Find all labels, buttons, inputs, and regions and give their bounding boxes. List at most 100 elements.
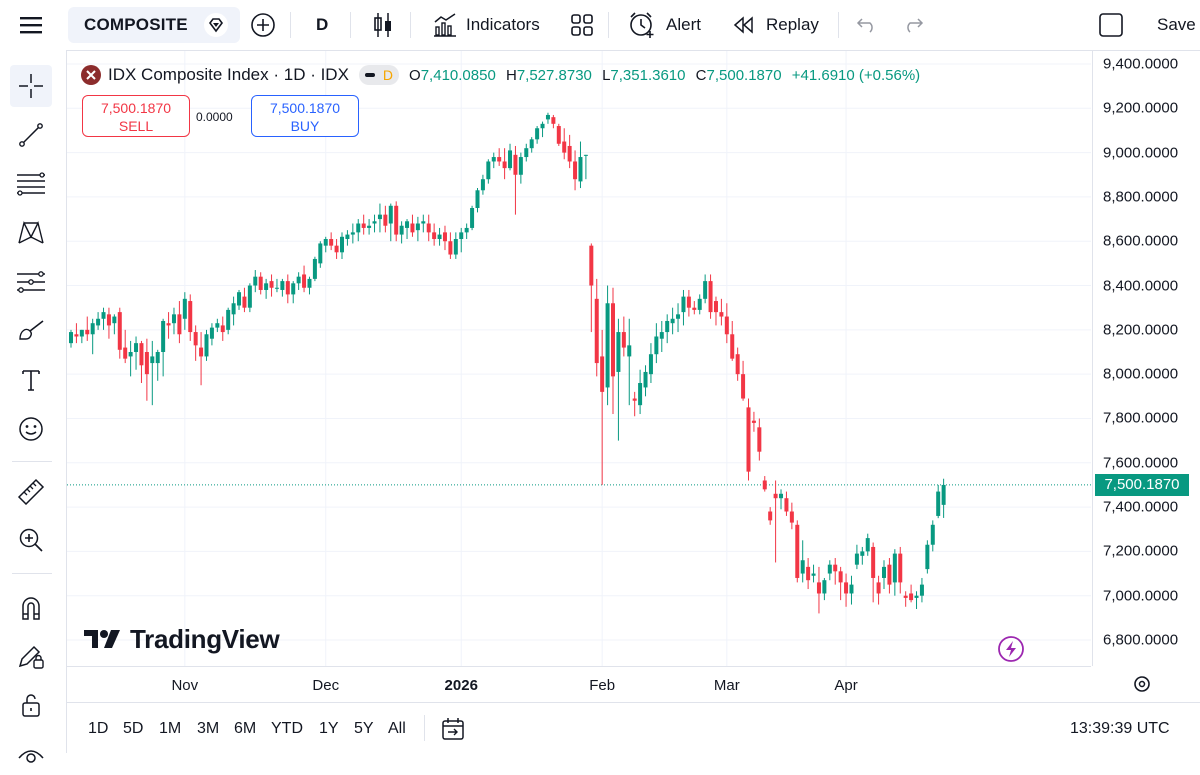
time-tick-label: Nov xyxy=(171,676,199,694)
candle-body xyxy=(713,301,718,313)
unlock-icon[interactable] xyxy=(10,684,52,726)
candle xyxy=(524,143,529,162)
replay-button[interactable]: Replay xyxy=(766,15,819,34)
candle xyxy=(854,544,859,570)
candle-body xyxy=(556,126,561,144)
low-label: L xyxy=(602,66,611,84)
lock-drawings-pen-icon[interactable] xyxy=(10,635,52,677)
indicators-button[interactable]: Indicators xyxy=(466,15,540,34)
minus-icon xyxy=(364,73,375,77)
magnet-icon[interactable] xyxy=(10,586,52,628)
candle-body xyxy=(827,564,832,574)
forecast-projection-icon[interactable] xyxy=(10,261,52,303)
range-all[interactable]: All xyxy=(388,719,406,737)
candle-body xyxy=(247,285,252,308)
price-axis[interactable]: 7,500.1870 6,800.0000 7,000.0000 7,200.000… xyxy=(1092,51,1200,666)
add-symbol-icon[interactable] xyxy=(250,0,276,50)
zoom-in-icon[interactable] xyxy=(10,519,52,561)
emoji-smiley-icon[interactable] xyxy=(10,408,52,450)
chart-title[interactable]: IDX Composite Index · 1D · IDX xyxy=(108,65,349,84)
candle-body xyxy=(464,227,469,233)
redo-icon[interactable] xyxy=(902,0,924,50)
candle xyxy=(605,285,610,406)
time-axis[interactable]: Nov Dec 2026 Feb Mar Apr xyxy=(67,666,1091,703)
eye-icon[interactable] xyxy=(10,733,52,775)
range-5d[interactable]: 5D xyxy=(123,719,144,737)
chart-canvas[interactable] xyxy=(67,51,1091,666)
sell-button[interactable]: 7,500.1870 SELL xyxy=(82,95,190,137)
alarm-clock-icon[interactable] xyxy=(628,0,656,50)
range-ytd[interactable]: YTD xyxy=(271,719,303,737)
interval-button[interactable]: D xyxy=(316,15,329,34)
pattern-xabcd-icon[interactable] xyxy=(10,212,52,254)
candle xyxy=(123,329,128,364)
candle-body xyxy=(312,258,317,279)
clock-time[interactable]: 13:39:39 UTC xyxy=(1070,719,1170,737)
candle-body xyxy=(898,553,903,583)
brush-icon[interactable] xyxy=(10,310,52,352)
range-1y[interactable]: 1Y xyxy=(319,719,339,737)
candle xyxy=(329,232,334,251)
range-6m[interactable]: 6M xyxy=(234,719,257,737)
candle xyxy=(535,126,540,144)
candle-body xyxy=(773,493,778,499)
candle xyxy=(296,272,301,290)
range-5y[interactable]: 5Y xyxy=(354,719,374,737)
candle xyxy=(768,507,773,525)
menu-icon[interactable] xyxy=(18,0,44,50)
candlestick-chart[interactable] xyxy=(67,51,1091,666)
toolbar-divider xyxy=(350,12,351,38)
candle xyxy=(188,294,193,341)
candle-body xyxy=(69,332,73,344)
buy-button[interactable]: 7,500.1870 BUY xyxy=(251,95,359,137)
open-value: 7,410.0850 xyxy=(420,66,496,84)
candle-body xyxy=(535,128,540,140)
candle-body xyxy=(356,223,361,233)
candle xyxy=(784,491,789,516)
candle-body xyxy=(410,223,415,233)
candle-type-icon[interactable] xyxy=(371,0,395,50)
range-1d[interactable]: 1D xyxy=(88,719,109,737)
candle xyxy=(838,566,843,601)
candle-body xyxy=(551,117,556,124)
layout-grid-icon[interactable] xyxy=(570,0,594,50)
candle-body xyxy=(74,334,79,337)
indicators-icon[interactable] xyxy=(431,0,459,50)
candle xyxy=(209,323,214,346)
candle-body xyxy=(242,296,247,308)
replay-rewind-icon[interactable] xyxy=(732,0,756,50)
time-tick-label: Feb xyxy=(589,676,616,694)
candle-body xyxy=(681,296,686,313)
candle-body xyxy=(345,234,350,240)
range-1m[interactable]: 1M xyxy=(159,719,182,737)
candle-body xyxy=(128,352,133,357)
symbol-name[interactable]: COMPOSITE xyxy=(84,15,188,34)
range-3m[interactable]: 3M xyxy=(197,719,220,737)
crosshair-icon[interactable] xyxy=(10,65,52,107)
candle-body xyxy=(171,314,176,324)
candle xyxy=(448,232,453,259)
candle-body xyxy=(616,332,621,372)
price-tick-label: 7,000.0000 xyxy=(1103,587,1179,605)
ruler-measure-icon[interactable] xyxy=(10,470,52,512)
goto-date-calendar-icon[interactable] xyxy=(440,703,466,754)
eye-toggle-pill[interactable]: D xyxy=(358,65,400,85)
candle xyxy=(437,227,442,246)
favorite-diamond-icon[interactable] xyxy=(203,0,229,50)
candle-body xyxy=(442,232,447,242)
save-button[interactable]: Save xyxy=(1157,15,1196,34)
text-tool-icon[interactable] xyxy=(10,359,52,401)
fullscreen-box-icon[interactable] xyxy=(1098,0,1124,50)
candle-body xyxy=(215,323,220,328)
axis-settings-icon[interactable] xyxy=(1130,672,1154,696)
candle xyxy=(193,325,198,361)
undo-icon[interactable] xyxy=(856,0,878,50)
candle-body xyxy=(708,281,713,313)
fib-retracement-icon[interactable] xyxy=(10,163,52,205)
candle xyxy=(540,121,545,138)
alert-button[interactable]: Alert xyxy=(666,15,701,34)
candle xyxy=(274,278,279,293)
lightning-icon[interactable] xyxy=(997,635,1025,663)
trend-line-icon[interactable] xyxy=(10,114,52,156)
candle xyxy=(800,540,805,583)
